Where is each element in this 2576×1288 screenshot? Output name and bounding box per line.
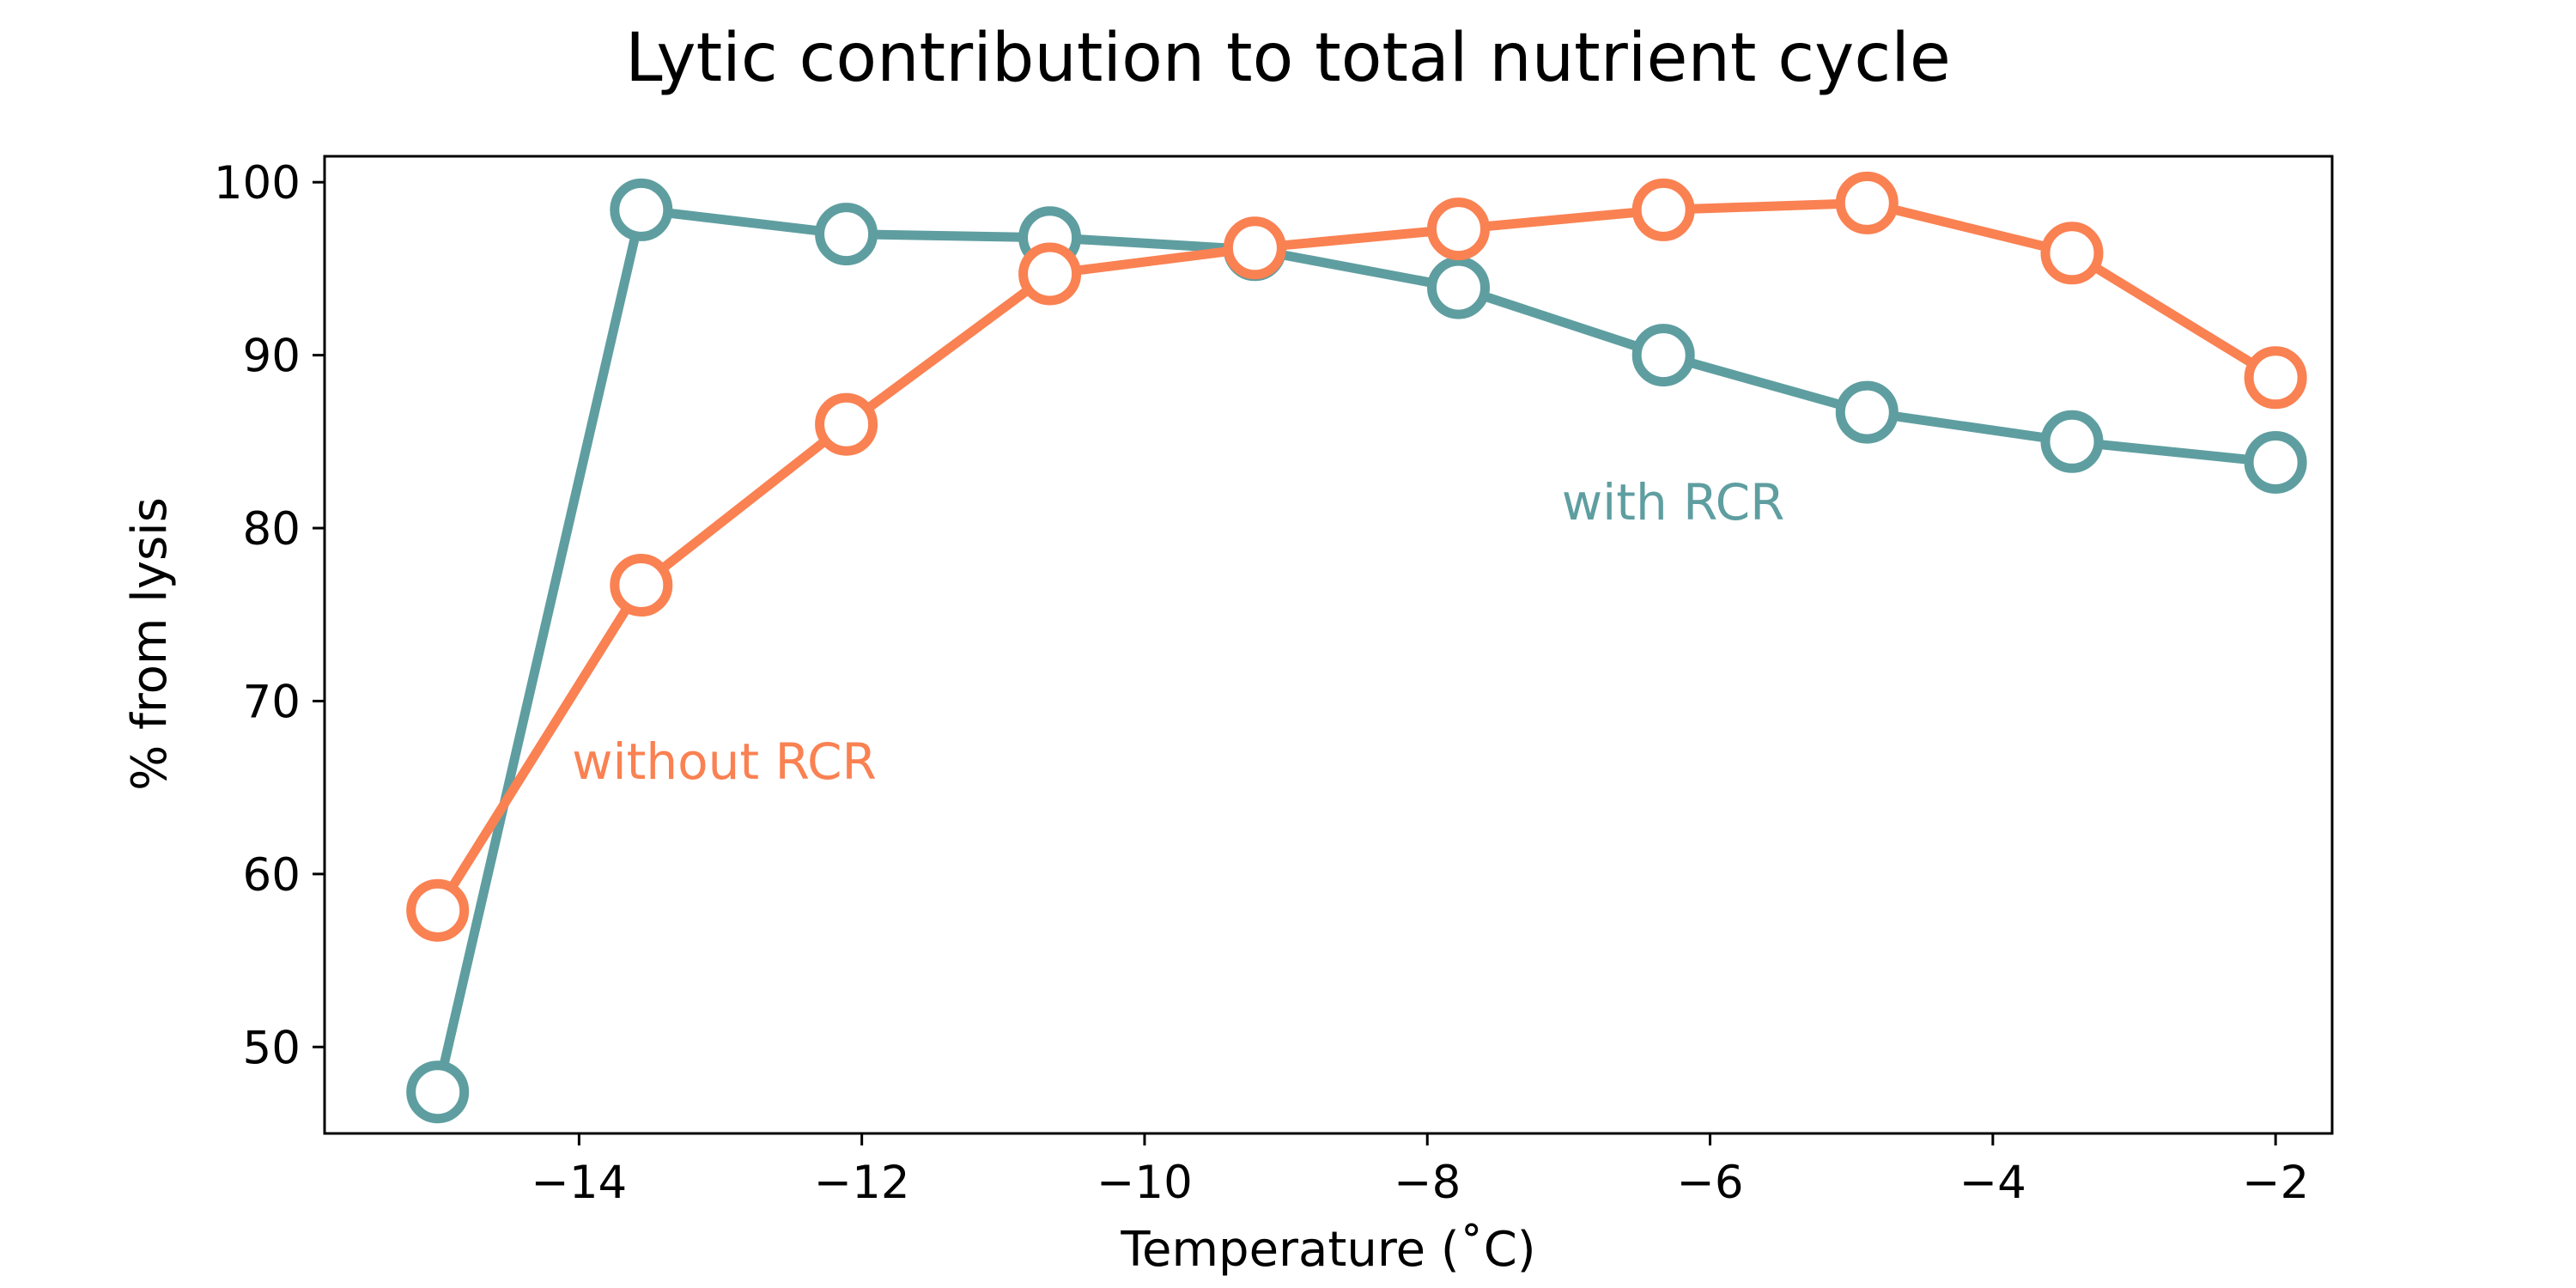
axes: −14 −12 −10 −8 −6 −4 −2 50 60 70 80 90 100	[214, 155, 2334, 1209]
data-point-with-rcr	[2244, 431, 2307, 494]
y-tick-label: 50	[243, 1022, 301, 1074]
data-point-without-rcr	[1223, 216, 1286, 280]
data-point-without-rcr	[2040, 222, 2104, 285]
data-point-with-rcr	[406, 1060, 470, 1124]
data-point-with-rcr	[1835, 380, 1899, 444]
data-point-with-rcr	[815, 203, 878, 266]
plot-frame	[323, 155, 2334, 1135]
series-with-rcr	[406, 178, 2307, 1124]
x-tick-label: −2	[2242, 1157, 2309, 1209]
annotation-with-rcr: with RCR	[1562, 473, 1785, 532]
data-point-with-rcr	[2040, 410, 2104, 473]
data-point-without-rcr	[815, 392, 878, 456]
x-tick-label: −6	[1676, 1157, 1743, 1209]
data-point-without-rcr	[610, 554, 673, 617]
y-tick-label: 60	[243, 849, 301, 902]
annotation-without-rcr: without RCR	[572, 732, 877, 791]
series-line-without-rcr	[433, 197, 2281, 915]
series-line-with-rcr	[433, 204, 2281, 1097]
data-point-without-rcr	[1018, 242, 1082, 306]
data-point-with-rcr	[1427, 256, 1490, 319]
y-tick-label: 70	[243, 676, 301, 728]
chart-title: Lytic contribution to total nutrient cyc…	[625, 20, 1951, 97]
x-tick-label: −14	[531, 1157, 627, 1209]
y-axis-title: % from lysis	[122, 497, 178, 791]
data-point-without-rcr	[2244, 346, 2307, 410]
data-point-with-rcr	[610, 178, 673, 241]
y-tick-label: 100	[214, 157, 301, 210]
x-tick-label: −8	[1394, 1157, 1461, 1209]
x-axis-title: Temperature (˚C)	[1120, 1222, 1535, 1278]
data-point-without-rcr	[1835, 171, 1899, 234]
series-without-rcr	[406, 171, 2307, 942]
data-point-with-rcr	[1631, 324, 1695, 387]
y-tick-label: 90	[243, 331, 301, 383]
plot-area: with RCR without RCR	[406, 171, 2307, 1124]
x-tick-label: −4	[1959, 1157, 2026, 1209]
data-point-without-rcr	[1631, 178, 1695, 241]
data-point-without-rcr	[1427, 197, 1490, 261]
x-tick-label: −12	[814, 1157, 910, 1209]
y-tick-label: 80	[243, 503, 301, 556]
data-point-without-rcr	[406, 878, 470, 942]
x-tick-label: −10	[1097, 1157, 1193, 1209]
